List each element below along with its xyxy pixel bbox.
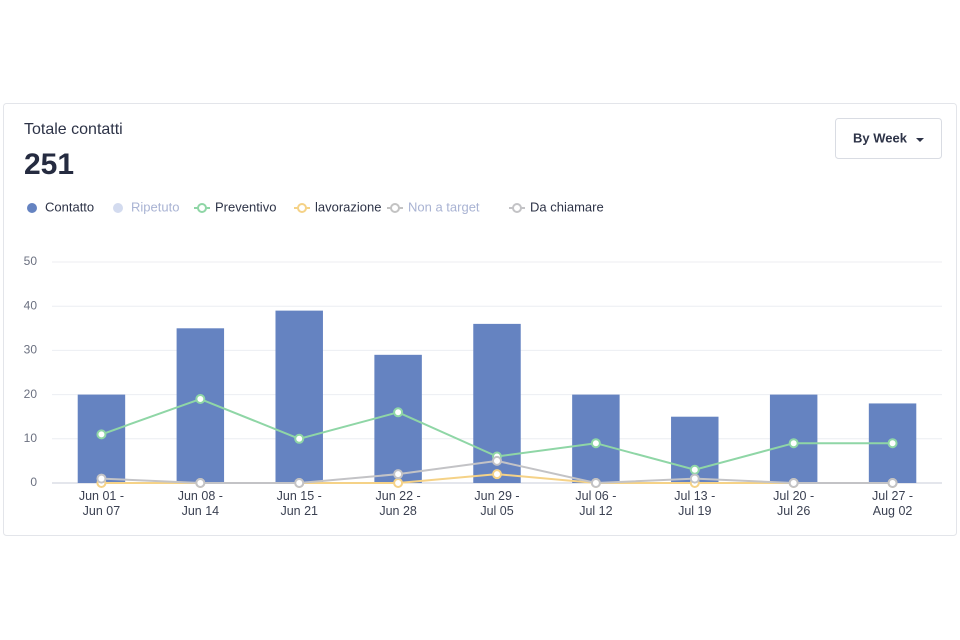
x-tick-line: Jun 07 (83, 504, 121, 518)
x-tick-line: Jul 05 (480, 504, 513, 518)
x-tick-line: Jun 21 (280, 504, 318, 518)
x-tick-line: Jul 19 (678, 504, 711, 518)
line-point (590, 478, 601, 488)
x-tick-line: Jul 12 (579, 504, 612, 518)
line-point (887, 438, 898, 449)
legend-swatch[interactable] (297, 203, 307, 213)
x-tick-label: Jun 15 -Jun 21 (277, 489, 322, 518)
legend-item[interactable]: Preventivo (194, 199, 276, 214)
card-title: Totale contatti (24, 121, 123, 138)
x-tick-line: Jul 06 - (575, 489, 616, 503)
button-frame[interactable] (835, 118, 942, 159)
x-tick-line: Aug 02 (873, 504, 913, 518)
line-point (689, 473, 700, 484)
x-tick-line: Jul 20 - (773, 489, 814, 503)
line-point (96, 429, 107, 440)
y-tick-label: 10 (24, 431, 38, 445)
legend-item[interactable]: lavorazione (294, 199, 382, 214)
x-tick-line: Jun 01 - (79, 489, 124, 503)
x-tick-label: Jun 08 -Jun 14 (178, 489, 223, 518)
x-tick-label: Jun 22 -Jun 28 (376, 489, 421, 518)
legend-swatch[interactable] (27, 203, 37, 213)
line-point (393, 407, 404, 418)
x-tick-line: Jun 15 - (277, 489, 322, 503)
legend-item[interactable]: Contatto (27, 199, 94, 214)
legend-swatch[interactable] (197, 203, 207, 213)
button-label[interactable]: By Week (853, 130, 908, 145)
y-tick-label: 40 (24, 298, 38, 312)
legend-label[interactable]: lavorazione (315, 199, 382, 214)
total: 251 (24, 148, 74, 181)
legend-label[interactable]: Non a target (408, 199, 480, 214)
x-tick-line: Jun 29 - (474, 489, 519, 503)
x-tick-line: Jun 14 (182, 504, 220, 518)
legend-swatch[interactable] (390, 203, 400, 213)
caret[interactable] (916, 138, 924, 142)
line-point (492, 455, 502, 466)
x-tick-label: Jul 20 -Jul 26 (773, 489, 814, 518)
legend-swatch[interactable] (512, 203, 522, 213)
line-point (887, 478, 898, 488)
line-point (492, 469, 502, 480)
x-tick-label: Jul 27 -Aug 02 (872, 489, 913, 518)
legend-item[interactable]: Non a target (387, 199, 480, 214)
y-tick-label: 30 (24, 343, 38, 357)
y-tick-label: 50 (24, 254, 38, 268)
legend-label[interactable]: Preventivo (215, 199, 276, 214)
x-tick-line: Jul 27 - (872, 489, 913, 503)
legend-item[interactable]: Da chiamare (509, 199, 604, 214)
line-point (788, 438, 799, 449)
line-point (393, 478, 404, 488)
x-tick-line: Jun 08 - (178, 489, 223, 503)
legend-label[interactable]: Contatto (45, 199, 94, 214)
x-tick-label: Jun 01 -Jun 07 (79, 489, 124, 518)
x-tick-line: Jun 28 (379, 504, 417, 518)
x-tick-label: Jul 06 -Jul 12 (575, 489, 616, 518)
x-tick-line: Jun 22 - (376, 489, 421, 503)
y-tick-label: 0 (30, 475, 37, 489)
x-tick-label: Jul 13 -Jul 19 (674, 489, 715, 518)
line-point (689, 464, 700, 475)
x-tick-line: Jul 13 - (674, 489, 715, 503)
y-tick-label: 20 (24, 387, 38, 401)
period-button[interactable]: By Week (835, 118, 942, 159)
line-point (195, 394, 206, 405)
line-point (294, 433, 305, 444)
line-point (195, 478, 206, 488)
bar (275, 310, 323, 483)
line-point (96, 473, 107, 484)
x-tick-line: Jul 26 (777, 504, 810, 518)
legend-label[interactable]: Da chiamare (530, 199, 604, 214)
line-point (294, 478, 305, 488)
line-point (393, 469, 404, 480)
legend-label[interactable]: Ripetuto (131, 199, 179, 214)
x-tick-label: Jun 29 -Jul 05 (474, 489, 519, 518)
legend-swatch[interactable] (113, 203, 123, 213)
legend-item[interactable]: Ripetuto (113, 199, 179, 214)
line-point (788, 478, 799, 488)
line-point (590, 438, 601, 449)
